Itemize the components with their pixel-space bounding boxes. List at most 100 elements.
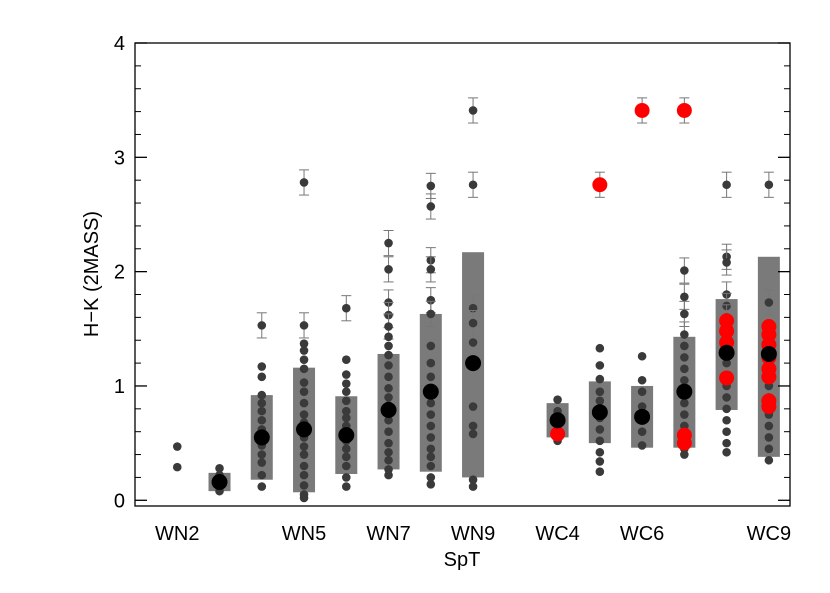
star-point-102 xyxy=(553,395,562,404)
star-point-135 xyxy=(680,410,689,419)
star-point-106 xyxy=(595,343,605,353)
star-point-38 xyxy=(341,303,351,313)
star-point-93 xyxy=(468,180,478,190)
star-point-44 xyxy=(341,406,351,416)
star-point-155 xyxy=(764,180,774,190)
star-point-90 xyxy=(426,473,436,482)
star-point-23 xyxy=(299,355,309,364)
highlight-point-3 xyxy=(676,102,692,118)
star-point-74 xyxy=(426,202,436,211)
star-point-113 xyxy=(595,425,605,434)
star-point-99 xyxy=(468,429,478,439)
star-point-161 xyxy=(764,433,774,442)
star-point-24 xyxy=(299,364,309,374)
y-tick-label-4: 4 xyxy=(114,33,125,55)
median-point-6 xyxy=(465,355,482,372)
star-point-126 xyxy=(680,292,689,302)
star-point-11 xyxy=(257,406,267,416)
star-point-58 xyxy=(384,332,393,342)
plot-frame xyxy=(134,42,791,507)
star-point-131 xyxy=(680,364,689,374)
star-point-88 xyxy=(426,452,436,462)
star-point-59 xyxy=(384,341,393,351)
star-point-2 xyxy=(215,463,224,473)
star-point-98 xyxy=(468,421,478,431)
star-point-1 xyxy=(172,462,182,472)
star-point-33 xyxy=(299,461,309,471)
star-point-62 xyxy=(384,372,393,382)
star-point-25 xyxy=(299,378,309,387)
star-point-76 xyxy=(426,265,436,274)
star-point-85 xyxy=(426,421,436,431)
star-point-72 xyxy=(384,470,393,480)
star-point-22 xyxy=(299,346,309,355)
highlight-point-2 xyxy=(634,102,650,118)
star-point-57 xyxy=(384,322,393,331)
star-point-18 xyxy=(257,482,267,491)
star-point-92 xyxy=(468,106,478,115)
median-point-0 xyxy=(211,473,228,490)
median-point-7 xyxy=(549,412,566,429)
star-point-32 xyxy=(299,450,309,459)
star-point-115 xyxy=(595,447,605,457)
star-point-124 xyxy=(637,441,647,450)
star-point-52 xyxy=(341,482,351,491)
star-point-28 xyxy=(299,410,309,419)
star-point-123 xyxy=(637,427,647,436)
star-point-140 xyxy=(722,180,731,190)
star-point-61 xyxy=(384,361,393,370)
star-point-40 xyxy=(341,370,351,379)
star-point-15 xyxy=(257,450,267,459)
highlight-point-15 xyxy=(761,369,777,385)
star-point-34 xyxy=(299,470,309,480)
star-point-83 xyxy=(426,398,436,408)
x-tick-label-4: WC4 xyxy=(535,523,579,545)
star-point-121 xyxy=(637,402,647,411)
median-point-5 xyxy=(422,383,439,400)
highlight-point-5 xyxy=(676,435,692,451)
star-point-12 xyxy=(257,415,267,425)
star-point-64 xyxy=(384,393,393,402)
star-point-51 xyxy=(341,473,351,482)
star-point-19 xyxy=(299,178,309,187)
star-point-152 xyxy=(722,427,731,436)
star-point-60 xyxy=(384,350,393,360)
star-point-97 xyxy=(468,402,478,411)
star-point-21 xyxy=(299,339,309,348)
median-point-2 xyxy=(296,421,313,438)
star-point-10 xyxy=(257,398,267,408)
star-point-42 xyxy=(341,387,351,396)
star-point-95 xyxy=(468,318,478,328)
star-point-68 xyxy=(384,438,393,448)
star-point-132 xyxy=(680,375,689,385)
star-point-50 xyxy=(341,461,351,471)
range-bars xyxy=(208,252,780,493)
x-tick-label-3: WN9 xyxy=(451,523,495,545)
star-point-114 xyxy=(595,436,605,446)
star-point-53 xyxy=(384,238,393,248)
star-point-163 xyxy=(764,455,774,465)
star-point-147 xyxy=(722,358,731,368)
star-point-91 xyxy=(426,479,436,489)
median-point-11 xyxy=(718,344,735,361)
star-point-108 xyxy=(595,374,605,384)
star-point-26 xyxy=(299,387,309,396)
star-point-9 xyxy=(257,390,267,400)
median-point-9 xyxy=(634,408,651,425)
star-point-20 xyxy=(299,321,309,330)
star-point-49 xyxy=(341,452,351,462)
star-point-101 xyxy=(468,482,478,491)
star-point-134 xyxy=(680,398,689,408)
star-point-151 xyxy=(722,415,731,425)
y-tick-label-3: 3 xyxy=(114,147,125,169)
highlight-point-0 xyxy=(550,426,566,442)
star-point-78 xyxy=(426,309,436,319)
median-point-4 xyxy=(380,401,397,418)
star-point-149 xyxy=(722,393,731,402)
star-point-109 xyxy=(595,387,605,396)
highlight-point-1 xyxy=(592,177,608,193)
x-tick-label-0: WN2 xyxy=(155,523,199,545)
star-point-129 xyxy=(680,341,689,351)
star-point-41 xyxy=(341,379,351,388)
